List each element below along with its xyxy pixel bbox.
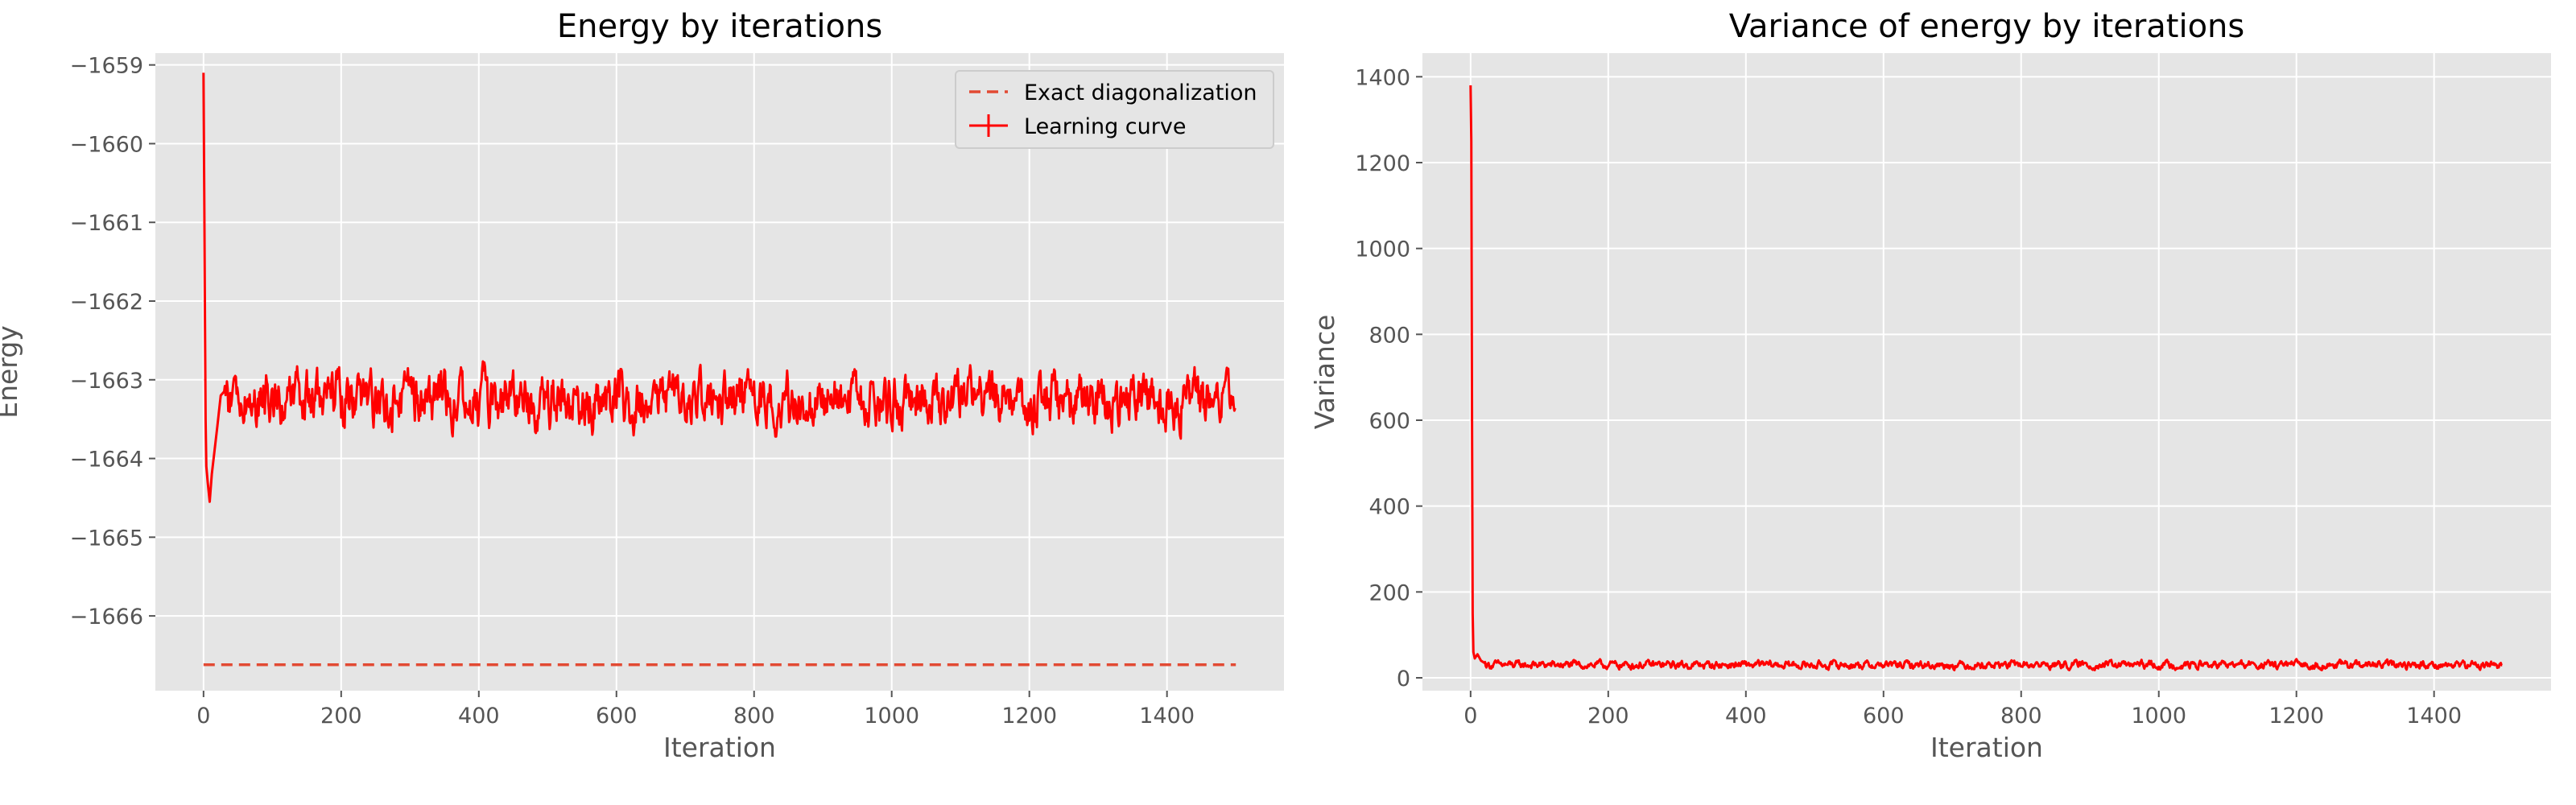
y-tick-label: −1663 [70, 369, 143, 394]
variance-x-axis-label: Iteration [1930, 732, 2043, 763]
y-tick-label: −1666 [70, 605, 143, 630]
y-tick-label: −1661 [70, 211, 143, 236]
x-tick-label: 600 [1863, 704, 1905, 729]
x-tick-label: 1200 [1001, 704, 1057, 729]
legend-box [955, 70, 1274, 149]
x-tick-label: 200 [320, 704, 362, 729]
y-tick-label: −1665 [70, 526, 143, 551]
energy-plot-area [155, 53, 1284, 691]
y-tick-label: 0 [1397, 667, 1410, 691]
energy-series [202, 72, 1236, 667]
y-tick-label: 1200 [1355, 151, 1410, 176]
x-tick-label: 200 [1587, 704, 1629, 729]
variance-x-ticks: 0 200 400 600 800 1000 1200 1400 [1463, 691, 2462, 729]
y-tick-label: 1000 [1355, 237, 1410, 262]
energy-legend: Exact diagonalization Learning curve [955, 70, 1274, 149]
x-tick-label: 1000 [2131, 704, 2186, 729]
y-tick-label: 600 [1368, 409, 1410, 434]
x-tick-label: 0 [196, 704, 210, 729]
y-tick-label: 400 [1368, 495, 1410, 520]
energy-x-axis-label: Iteration [663, 732, 776, 763]
energy-chart-title: Energy by iterations [557, 8, 882, 45]
x-tick-label: 800 [2000, 704, 2042, 729]
energy-y-ticks: −1666 −1665 −1664 −1663 −1662 −1661 −1660 −1659 [70, 54, 155, 630]
x-tick-label: 1000 [864, 704, 919, 729]
variance-line [1469, 85, 2503, 671]
variance-grid [1422, 53, 2551, 691]
x-tick-label: 400 [458, 704, 500, 729]
variance-series [1469, 85, 2503, 671]
energy-chart: 0 200 400 600 800 1000 1200 1400 −1666−1665−166… [0, 8, 1284, 763]
variance-chart-title: Variance of energy by iterations [1729, 8, 2244, 45]
y-tick-label: 1400 [1355, 65, 1410, 90]
y-tick-label: −1662 [70, 290, 143, 315]
x-tick-label: 400 [1725, 704, 1767, 729]
x-tick-label: 800 [733, 704, 775, 729]
y-tick-label: 800 [1368, 323, 1410, 348]
learning-curve-line [202, 72, 1236, 503]
x-tick-label: 1200 [2268, 704, 2324, 729]
x-tick-label: 1400 [2406, 704, 2462, 729]
y-tick-label: 200 [1368, 580, 1410, 605]
legend-exact-diagonalization-label: Exact diagonalization [1024, 80, 1257, 105]
variance-y-axis-label: Variance [1309, 315, 1340, 430]
x-tick-label: 1400 [1139, 704, 1195, 729]
legend-learning-curve-label: Learning curve [1024, 114, 1186, 139]
y-tick-label: −1664 [70, 448, 143, 473]
y-tick-label: −1660 [70, 132, 143, 157]
energy-x-ticks: 0 200 400 600 800 1000 1200 1400 [196, 691, 1195, 729]
energy-grid [155, 53, 1284, 691]
variance-y-ticks: 0 200 400 600 800 1000 1200 1400 [1355, 65, 1422, 691]
energy-y-axis-label: Energy [0, 325, 23, 419]
x-tick-label: 0 [1463, 704, 1477, 729]
variance-chart: 0 200 400 600 800 1000 1200 1400 0 200 400 600 800 1… [1309, 8, 2551, 763]
variance-plot-area [1422, 53, 2551, 691]
x-tick-label: 600 [596, 704, 638, 729]
y-tick-label: −1659 [70, 54, 143, 79]
